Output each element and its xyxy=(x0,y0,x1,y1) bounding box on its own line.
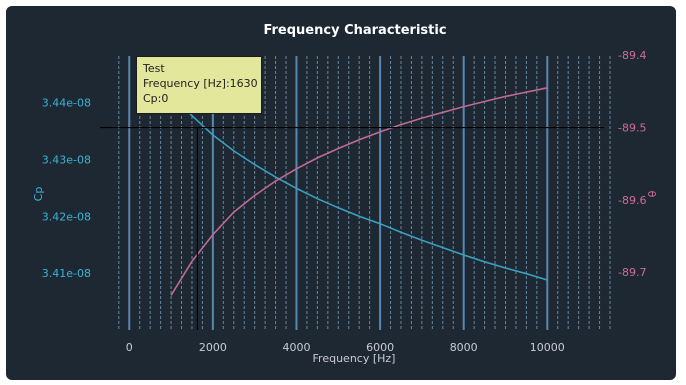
x-tick-label: 0 xyxy=(126,341,133,354)
x-tick-label: 8000 xyxy=(450,341,478,354)
series-lines xyxy=(170,87,548,296)
y2-tick-label: -89.5 xyxy=(618,122,646,135)
tooltip-cp: Cp:0 xyxy=(143,92,169,105)
chart-panel xyxy=(6,6,676,380)
x-tick-label: 4000 xyxy=(282,341,310,354)
y2-tick-label: -89.4 xyxy=(618,49,646,62)
crosshair xyxy=(100,126,604,330)
cp-series-line xyxy=(170,93,548,281)
y-tick-label: 3.43e-08 xyxy=(42,153,91,166)
x-axis-title: Frequency [Hz] xyxy=(313,352,396,365)
y-tick-label: 3.44e-08 xyxy=(42,97,91,110)
tooltip-series-name: Test xyxy=(143,62,165,75)
x-tick-label: 2000 xyxy=(199,341,227,354)
y-tick-label: 3.42e-08 xyxy=(42,210,91,223)
y2-axis-title: θ xyxy=(645,191,658,198)
y2-tick-label: -89.6 xyxy=(618,194,646,207)
x-tick-label: 6000 xyxy=(366,341,394,354)
theta-series-line xyxy=(170,87,548,296)
chart-title: Frequency Characteristic xyxy=(263,23,446,38)
y-axis-title: Cp xyxy=(32,187,45,202)
tooltip-frequency: Frequency [Hz]:1630 xyxy=(143,77,258,90)
x-tick-label: 10000 xyxy=(530,341,565,354)
data-tooltip: Test Frequency [Hz]:1630 Cp:0 xyxy=(136,56,262,114)
axes: 0 2000 4000 6000 8000 10000 3.41e-08 3.42e-08 3.… xyxy=(42,49,647,354)
y-tick-label: 3.41e-08 xyxy=(42,267,91,280)
y2-tick-label: -89.7 xyxy=(618,266,646,279)
